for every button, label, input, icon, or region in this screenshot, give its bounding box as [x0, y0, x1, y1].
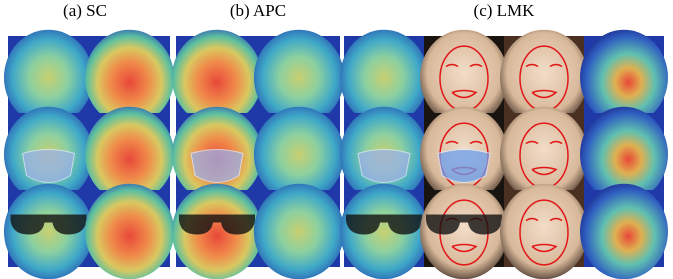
- face: [580, 184, 668, 279]
- figure: (a) SC (b) APC (c) LMK: [0, 0, 673, 279]
- mask: [438, 150, 490, 183]
- panel-label: (a) SC: [63, 1, 107, 20]
- mask: [191, 150, 243, 183]
- image-grid: [4, 30, 668, 279]
- mask: [358, 150, 410, 183]
- panel-label: (b) APC: [230, 1, 286, 20]
- face: [85, 184, 174, 279]
- mask: [23, 150, 75, 183]
- face: [254, 184, 344, 279]
- panel-label: (c) LMK: [474, 1, 536, 20]
